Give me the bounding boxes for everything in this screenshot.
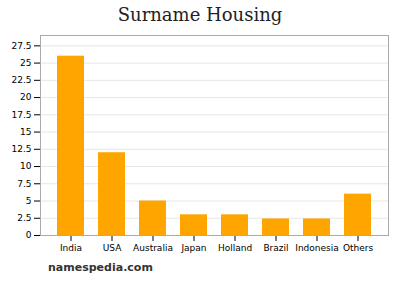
svg-text:India: India: [60, 243, 82, 253]
svg-text:USA: USA: [103, 243, 122, 253]
svg-text:Others: Others: [343, 243, 374, 253]
svg-text:Australia: Australia: [133, 243, 173, 253]
html-text:namespedia.com: namespedia.com: [48, 261, 153, 274]
svg-text:10: 10: [20, 161, 32, 171]
svg-text:27.5: 27.5: [11, 41, 31, 51]
svg-text:7.5: 7.5: [17, 179, 31, 189]
svg-text:25: 25: [20, 58, 31, 68]
svg-text:15: 15: [20, 127, 31, 137]
svg-text:17.5: 17.5: [11, 110, 31, 120]
svg-text:20: 20: [20, 92, 32, 102]
svg-text:0: 0: [26, 230, 32, 240]
svg-text:22.5: 22.5: [11, 75, 31, 85]
svg-text:Japan: Japan: [180, 243, 206, 253]
svg-text:5: 5: [26, 196, 32, 206]
svg-text:Indonesia: Indonesia: [295, 243, 339, 253]
html-text:Surname Housing: Surname Housing: [117, 4, 283, 25]
svg-text:Holland: Holland: [218, 243, 252, 253]
svg-text:12.5: 12.5: [11, 144, 31, 154]
svg-text:Brazil: Brazil: [263, 243, 288, 253]
svg-text:2.5: 2.5: [17, 213, 31, 223]
